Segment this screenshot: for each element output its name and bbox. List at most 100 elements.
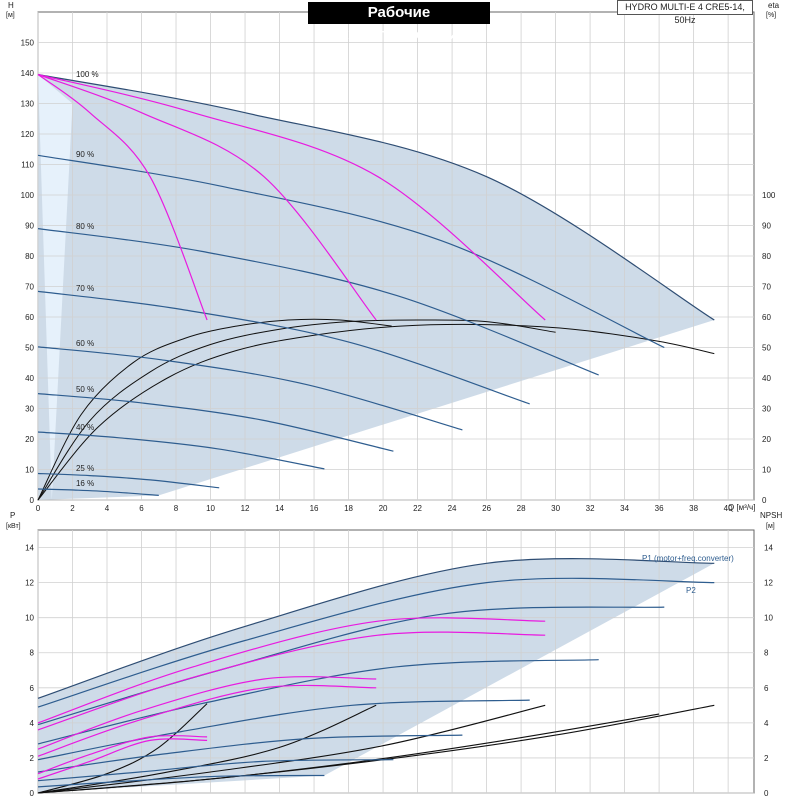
y-tick-label: 12 <box>25 579 34 588</box>
y-right-tick-label: 30 <box>762 405 771 414</box>
y-tick-label: 120 <box>21 130 35 139</box>
x-tick-label: 34 <box>620 504 629 513</box>
y-right-tick-label: 20 <box>762 435 771 444</box>
x-tick-label: 20 <box>379 504 388 513</box>
power-curve <box>37 558 715 699</box>
y-right-axis-label: eta <box>768 1 780 10</box>
model-label: HYDRO MULTI-E 4 CRE5-14, 50Hz <box>617 0 753 25</box>
y-tick-label: 60 <box>25 313 34 322</box>
y-right-tick-label: 100 <box>762 191 776 200</box>
x-tick-label: 24 <box>448 504 457 513</box>
y-right-axis-unit: [м] <box>766 523 775 530</box>
y-right-tick-label: 2 <box>764 754 769 763</box>
y-right-tick-label: 6 <box>764 684 769 693</box>
system-power-curve <box>37 617 546 724</box>
x-tick-label: 22 <box>413 504 422 513</box>
y-right-tick-label: 80 <box>762 252 771 261</box>
p1-label: P1 (motor+freq.converter) <box>642 554 734 563</box>
power-curve <box>37 659 599 745</box>
y-right-axis-unit: [%] <box>766 12 776 19</box>
x-tick-label: 28 <box>517 504 526 513</box>
y-right-tick-label: 12 <box>764 579 773 588</box>
y-axis-unit: [м] <box>6 12 15 19</box>
power-curve <box>37 759 394 782</box>
head-curve <box>37 346 463 431</box>
y-tick-label: 90 <box>25 222 34 231</box>
y-right-axis-label: NPSH <box>760 511 782 520</box>
y-right-tick-label: 0 <box>764 789 769 798</box>
speed-label: 100 % <box>76 70 99 79</box>
y-tick-label: 10 <box>25 614 34 623</box>
y-axis-label: P <box>10 511 15 520</box>
y-tick-label: 0 <box>30 789 35 798</box>
head-curve <box>37 431 325 470</box>
power-curve <box>37 734 463 773</box>
x-axis-label: Q [м³/ч] <box>728 503 755 512</box>
head-curve <box>37 488 159 496</box>
y-tick-label: 70 <box>25 283 34 292</box>
y-right-tick-label: 10 <box>762 466 771 475</box>
x-tick-label: 30 <box>551 504 560 513</box>
speed-label: 90 % <box>76 150 94 159</box>
y-tick-label: 0 <box>30 496 35 505</box>
y-right-tick-label: 40 <box>762 374 771 383</box>
speed-label: 70 % <box>76 284 94 293</box>
x-tick-label: 16 <box>310 504 319 513</box>
speed-label: 40 % <box>76 423 94 432</box>
x-tick-label: 12 <box>241 504 250 513</box>
x-tick-label: 40 <box>724 504 733 513</box>
power-curve <box>37 577 715 708</box>
y-tick-label: 4 <box>30 719 35 728</box>
system-power-curve <box>37 631 546 731</box>
system-power-curve <box>37 738 208 780</box>
system-curve <box>37 73 377 321</box>
y-axis-unit: [кВт] <box>6 523 21 530</box>
y-right-tick-label: 4 <box>764 719 769 728</box>
x-tick-label: 18 <box>344 504 353 513</box>
y-tick-label: 6 <box>30 684 35 693</box>
x-tick-label: 36 <box>655 504 664 513</box>
y-tick-label: 10 <box>25 466 34 475</box>
x-tick-label: 8 <box>174 504 179 513</box>
y-tick-label: 100 <box>21 191 35 200</box>
system-power-curve <box>37 684 377 757</box>
operating-region <box>38 74 715 500</box>
y-right-tick-label: 10 <box>764 614 773 623</box>
y-right-tick-label: 0 <box>762 496 767 505</box>
x-tick-label: 10 <box>206 504 215 513</box>
system-power-curve <box>37 676 377 750</box>
power-curve <box>37 606 665 726</box>
y-tick-label: 50 <box>25 344 34 353</box>
y-tick-label: 130 <box>21 100 35 109</box>
x-tick-label: 32 <box>586 504 595 513</box>
chart-title: Рабочие характеристики <box>308 2 490 43</box>
x-tick-label: 0 <box>36 504 41 513</box>
y-right-tick-label: 90 <box>762 222 771 231</box>
efficiency-curve <box>37 323 715 501</box>
head-curve <box>37 472 220 489</box>
efficiency-curve <box>37 318 392 501</box>
npsh-curve <box>37 704 377 794</box>
y-tick-label: 30 <box>25 405 34 414</box>
y-tick-label: 20 <box>25 435 34 444</box>
y-tick-label: 14 <box>25 544 34 553</box>
npsh-curve <box>37 713 660 794</box>
speed-label: 60 % <box>76 339 94 348</box>
x-tick-label: 2 <box>70 504 75 513</box>
system-power-curve <box>37 735 208 775</box>
x-tick-label: 26 <box>482 504 491 513</box>
head-curve <box>37 228 599 376</box>
min-flow-region <box>38 74 73 501</box>
head-curve <box>37 73 715 321</box>
head-curve <box>37 290 530 405</box>
system-curve <box>37 73 546 321</box>
head-curve <box>37 154 665 349</box>
y-tick-label: 110 <box>21 161 34 170</box>
speed-label: 25 % <box>76 464 94 473</box>
power-curve <box>37 774 325 788</box>
y-right-tick-label: 50 <box>762 344 771 353</box>
y-tick-label: 150 <box>21 39 35 48</box>
x-tick-label: 4 <box>105 504 110 513</box>
